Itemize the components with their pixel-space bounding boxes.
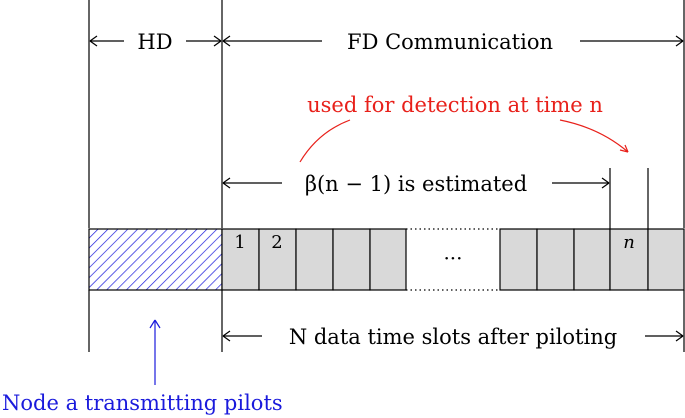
time-slot-r2: [536, 228, 575, 291]
time-slot-1: [221, 228, 260, 291]
slot-1-label: 1: [234, 232, 245, 253]
time-slot-r1: [499, 228, 538, 291]
time-slot-5: [369, 228, 407, 291]
detection-note-label: used for detection at time n: [307, 93, 603, 117]
pilot-pointer-arrow: [149, 319, 161, 385]
detection-pointer-arrows: [299, 119, 629, 163]
data-slots-left-group: [221, 228, 407, 291]
data-slots-label: N data time slots after piloting: [289, 325, 617, 349]
slot-n-label: n: [623, 232, 635, 253]
hd-label: HD: [137, 30, 172, 54]
data-slots-right-group: [499, 228, 685, 291]
estimated-label: β(n − 1) is estimated: [305, 172, 527, 196]
estimated-span-arrow: [222, 177, 610, 189]
data-slots-span-arrow: [222, 330, 684, 342]
ellipsis-label: ···: [443, 246, 462, 270]
pilot-block-hatched: [88, 228, 223, 291]
slot-2-label: 2: [271, 232, 282, 253]
time-slot-last: [647, 228, 685, 291]
time-slot-2: [258, 228, 297, 291]
time-slot-3: [295, 228, 334, 291]
time-slot-n: [609, 228, 649, 291]
time-slot-4: [332, 228, 371, 291]
node-pilots-label: Node a transmitting pilots: [2, 391, 283, 415]
fd-communication-span-arrow: [222, 35, 684, 47]
hd-span-arrow: [89, 35, 222, 47]
time-slot-r3: [573, 228, 611, 291]
fd-communication-label: FD Communication: [347, 30, 553, 54]
